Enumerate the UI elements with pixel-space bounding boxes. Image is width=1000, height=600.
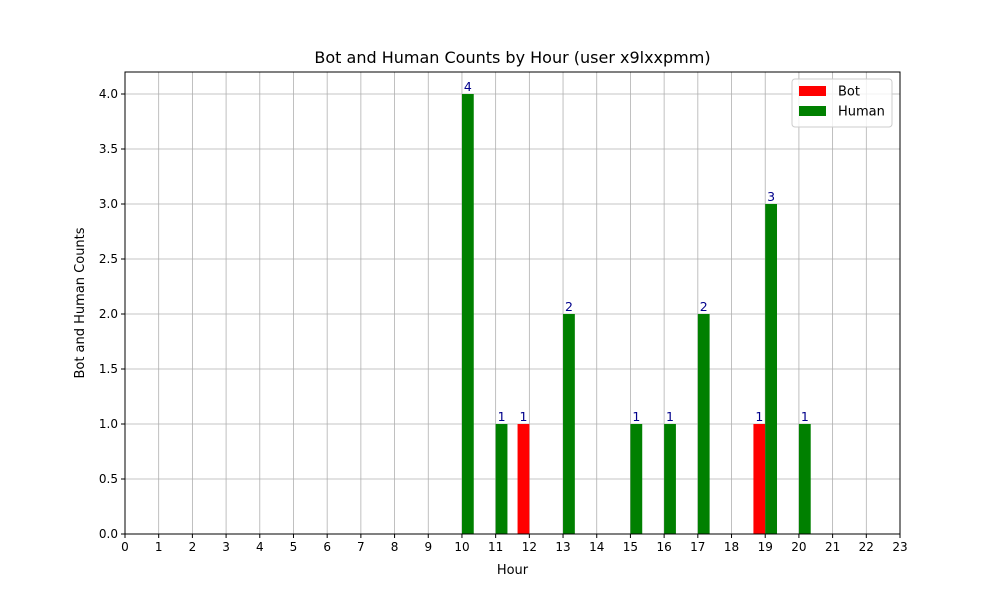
chart-title: Bot and Human Counts by Hour (user x9lxx… [314,48,710,67]
plot-frame [124,71,901,535]
legend-label-human: Human [838,105,885,120]
y-tick-label: 2.5 [99,252,118,266]
bar-human-hour-17 [697,314,710,534]
bar-human-hour-15 [630,424,643,534]
bar-human-hour-11 [495,424,508,534]
y-tick-label: 0.5 [99,472,118,486]
bar-label-human-hour-15: 1 [632,409,640,424]
y-tick-label: 1.5 [99,362,118,376]
x-tick-label: 17 [690,540,705,554]
x-tick-label: 5 [290,540,298,554]
y-tick-label: 2.0 [99,307,118,321]
bar-label-human-hour-11: 1 [498,409,506,424]
x-tick-label: 1 [155,540,163,554]
x-tick-label: 11 [488,540,503,554]
x-tick-label: 0 [121,540,129,554]
x-tick-label: 23 [892,540,907,554]
bar-label-human-hour-13: 2 [565,299,573,314]
bar-label-human-hour-10: 4 [464,79,472,94]
y-axis-ticks: 0.0 0.5 1.0 1.5 2.0 2.5 3.0 3.5 4.0 [99,87,125,541]
bar-human-hour-13 [563,314,575,534]
y-axis-title: Bot and Human Counts [73,227,88,378]
x-tick-label: 9 [424,540,432,554]
x-tick-label: 19 [758,540,773,554]
x-tick-label: 14 [589,540,604,554]
x-tick-label: 7 [357,540,365,554]
bar-human-hour-19 [765,204,778,534]
x-tick-label: 12 [522,540,537,554]
bar-bot-hour-19 [753,424,766,534]
x-tick-label: 20 [791,540,806,554]
x-tick-label: 22 [859,540,874,554]
y-tick-label: 0.0 [99,527,118,541]
bar-label-bot-hour-12: 1 [519,409,527,424]
bar-human-hour-20 [798,424,811,534]
bar-human-hour-10 [461,94,474,534]
bar-label-human-hour-17: 2 [700,299,708,314]
x-tick-label: 10 [454,540,469,554]
legend-swatch-human [799,106,826,116]
x-tick-label: 18 [724,540,739,554]
x-axis-title: Hour [497,563,529,578]
bar-label-human-hour-16: 1 [666,409,674,424]
x-axis-ticks: 0 1 2 3 4 5 6 7 8 9 10 11 12 13 14 15 16 17 18 19 20 21 22 23 [121,534,908,554]
y-tick-label: 3.0 [99,197,118,211]
legend-label-bot: Bot [838,85,860,100]
y-tick-label: 1.0 [99,417,118,431]
x-tick-label: 16 [656,540,671,554]
x-tick-label: 6 [323,540,331,554]
x-tick-label: 4 [256,540,264,554]
y-tick-label: 4.0 [99,87,118,101]
legend: Bot Human [791,78,893,128]
x-tick-label: 8 [391,540,399,554]
bar-label-bot-hour-19: 1 [755,409,763,424]
bar-label-human-hour-19: 3 [767,189,775,204]
x-tick-label: 3 [222,540,230,554]
bar-human-hour-16 [664,424,676,534]
bar-label-human-hour-20: 1 [801,409,809,424]
bar-bot-hour-12 [517,424,530,534]
x-tick-label: 13 [555,540,570,554]
x-tick-label: 15 [623,540,638,554]
legend-swatch-bot [799,86,826,96]
bars [461,94,811,534]
y-tick-label: 3.5 [99,142,118,156]
x-tick-label: 2 [189,540,197,554]
x-tick-label: 21 [825,540,840,554]
